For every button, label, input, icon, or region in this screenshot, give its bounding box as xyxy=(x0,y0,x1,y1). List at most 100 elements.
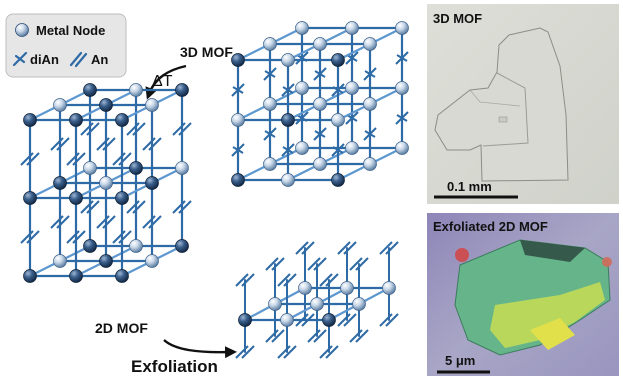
micrograph-bottom-scale-label: 5 μm xyxy=(445,353,475,368)
an-linker xyxy=(96,215,110,229)
an-linker xyxy=(307,329,321,343)
metal-node xyxy=(395,141,409,155)
dian-linker-icon xyxy=(12,51,28,67)
an-linker xyxy=(126,122,140,136)
an-linker xyxy=(355,329,369,343)
an-linker xyxy=(265,257,279,271)
metal-node xyxy=(382,281,396,295)
metal-node xyxy=(83,239,97,253)
dian-linker xyxy=(282,86,294,94)
metal-node xyxy=(69,113,83,127)
an-linker xyxy=(66,152,80,166)
dian-linker xyxy=(364,130,376,138)
metal-node xyxy=(313,157,327,171)
dian-linker xyxy=(314,70,326,78)
metal-node xyxy=(53,254,67,268)
an-linker xyxy=(56,215,70,229)
metal-node xyxy=(69,269,83,283)
label-delta-t: ΔT xyxy=(152,73,173,90)
an-linker xyxy=(72,230,86,244)
an-linker xyxy=(235,273,249,287)
an-linker xyxy=(385,313,399,327)
dian-linker xyxy=(346,114,358,122)
an-linker xyxy=(379,241,393,255)
metal-node xyxy=(298,281,312,295)
metal-node xyxy=(268,297,282,311)
an-linker xyxy=(172,122,186,136)
metal-node xyxy=(69,191,83,205)
an-linker xyxy=(283,345,297,359)
metal-node xyxy=(295,21,309,35)
an-linker xyxy=(349,257,363,271)
an-linker xyxy=(337,241,351,255)
metal-node xyxy=(53,98,67,112)
legend-box xyxy=(5,13,127,78)
an-linker xyxy=(112,152,126,166)
metal-node xyxy=(331,53,345,67)
metal-node xyxy=(23,269,37,283)
metal-node xyxy=(231,53,245,67)
flake-dark-edge xyxy=(520,240,585,262)
micrograph-bottom-title: Exfoliated 2D MOF xyxy=(433,219,548,234)
metal-node xyxy=(99,254,113,268)
dian-linker xyxy=(332,146,344,154)
metal-node xyxy=(345,81,359,95)
metal-node xyxy=(115,269,129,283)
dian-linker xyxy=(396,54,408,62)
an-linker xyxy=(66,230,80,244)
an-linker xyxy=(295,241,309,255)
flake-bright-yellow xyxy=(530,318,575,350)
metal-node xyxy=(53,176,67,190)
an-linker xyxy=(50,137,64,151)
an-linker xyxy=(142,215,156,229)
metal-node xyxy=(99,98,113,112)
an-linker xyxy=(343,241,357,255)
label-3d-mof: 3D MOF xyxy=(180,44,233,60)
micrograph-3d-mof: 3D MOF 0.1 mm xyxy=(427,4,619,204)
an-linker xyxy=(283,273,297,287)
metal-node xyxy=(83,161,97,175)
an-linker xyxy=(355,257,369,271)
an-linker xyxy=(337,313,351,327)
metal-node xyxy=(331,113,345,127)
an-linker xyxy=(102,137,116,151)
dian-linker xyxy=(314,130,326,138)
an-linker xyxy=(80,122,94,136)
an-linker xyxy=(118,152,132,166)
legend: Metal Node diAn An xyxy=(5,13,127,78)
an-linker xyxy=(56,137,70,151)
an-linker xyxy=(307,257,321,271)
metal-node xyxy=(99,176,113,190)
metal-node xyxy=(395,21,409,35)
an-linker xyxy=(178,122,192,136)
metal-node xyxy=(129,239,143,253)
an-linker xyxy=(132,122,146,136)
an-linker xyxy=(112,230,126,244)
an-linker xyxy=(349,329,363,343)
an-linker xyxy=(241,345,255,359)
metal-node xyxy=(231,113,245,127)
metal-node xyxy=(345,21,359,35)
an-linker xyxy=(343,313,357,327)
an-linker xyxy=(178,200,192,214)
micrograph-top-title: 3D MOF xyxy=(433,11,482,26)
flake-red-spot xyxy=(455,248,469,262)
metal-node xyxy=(263,37,277,51)
an-linker xyxy=(271,329,285,343)
metal-node xyxy=(295,81,309,95)
an-linker xyxy=(385,241,399,255)
an-linker xyxy=(235,345,249,359)
metal-node xyxy=(322,313,336,327)
an-linker xyxy=(148,137,162,151)
an-linker xyxy=(72,152,86,166)
flake-yellow xyxy=(490,282,605,348)
metal-node xyxy=(363,97,377,111)
metal-node xyxy=(331,173,345,187)
an-linker xyxy=(118,230,132,244)
metal-node xyxy=(313,37,327,51)
metal-node xyxy=(345,141,359,155)
dian-linker xyxy=(396,114,408,122)
an-linker xyxy=(325,345,339,359)
micrograph-top-scale-label: 0.1 mm xyxy=(447,179,492,194)
